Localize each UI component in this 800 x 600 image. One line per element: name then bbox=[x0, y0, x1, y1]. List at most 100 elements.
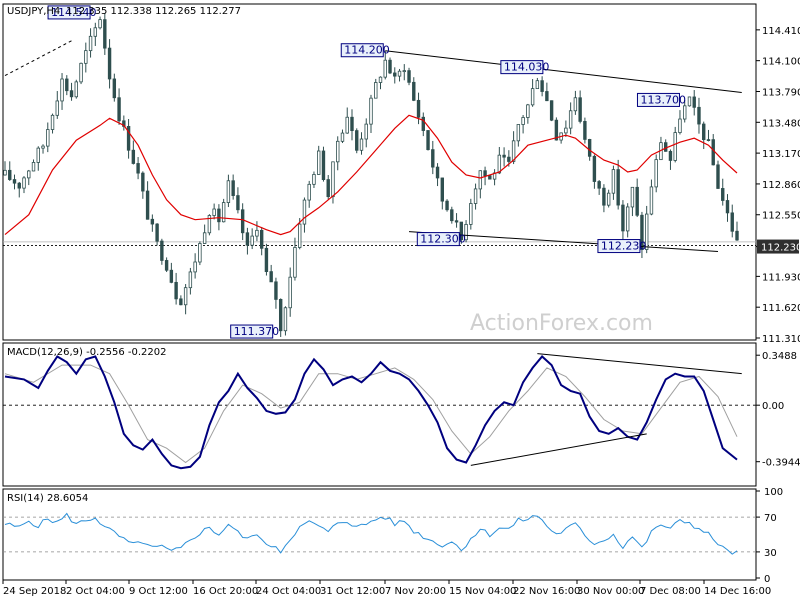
price-callout-box bbox=[597, 239, 641, 254]
candle-body bbox=[336, 140, 340, 163]
candle-body bbox=[664, 142, 668, 152]
candle-body bbox=[540, 80, 544, 92]
candle-body bbox=[117, 97, 121, 122]
candle-body bbox=[27, 170, 31, 179]
candle-body bbox=[440, 177, 444, 202]
candle-body bbox=[488, 175, 492, 180]
candle-body bbox=[521, 117, 525, 125]
candle-body bbox=[41, 145, 45, 149]
macd-tick-label: -0.3944 bbox=[762, 458, 800, 469]
candle-body bbox=[259, 229, 264, 249]
candle-body bbox=[568, 110, 573, 129]
candle-body bbox=[50, 114, 55, 130]
x-tick-label: 2 Oct 04:00 bbox=[66, 586, 125, 597]
price-tick-label: 114.410 bbox=[762, 26, 800, 37]
price-tick-label: 113.480 bbox=[762, 118, 800, 129]
candle-body bbox=[526, 104, 530, 118]
candle-body bbox=[302, 199, 307, 225]
price-callout-box bbox=[636, 92, 680, 107]
candle-body bbox=[36, 147, 40, 163]
watermark: ActionForex.com bbox=[470, 311, 653, 336]
candle-body bbox=[288, 276, 292, 309]
price-callout-box bbox=[230, 324, 274, 339]
candle-body bbox=[103, 19, 107, 49]
x-tick-label: 31 Oct 12:00 bbox=[320, 586, 385, 597]
candle-body bbox=[93, 27, 98, 37]
candle-body bbox=[131, 149, 136, 164]
candle-body bbox=[65, 78, 69, 92]
candle-body bbox=[535, 80, 540, 90]
candle-body bbox=[321, 150, 326, 180]
candle-body bbox=[145, 190, 150, 220]
candle-body bbox=[625, 206, 630, 232]
candle-body bbox=[388, 59, 392, 74]
candle-body bbox=[644, 213, 649, 250]
candle-body bbox=[88, 35, 93, 52]
macd-line bbox=[4, 355, 738, 470]
candle-body bbox=[12, 179, 17, 184]
candle-body bbox=[193, 261, 197, 273]
current-price-label: 112.230 bbox=[761, 243, 800, 254]
candle-body bbox=[207, 215, 212, 234]
candle-body bbox=[245, 232, 250, 246]
candle-body bbox=[326, 179, 330, 198]
candle-body bbox=[236, 195, 240, 211]
candle-body bbox=[511, 140, 516, 162]
candle-body bbox=[345, 116, 349, 134]
candle-body bbox=[274, 281, 278, 300]
candle-body bbox=[198, 243, 202, 263]
candle-body bbox=[112, 78, 117, 99]
candle-body bbox=[8, 169, 12, 180]
candle-body bbox=[416, 99, 421, 118]
price-callout-box bbox=[416, 232, 460, 247]
candle-body bbox=[17, 182, 21, 189]
candle-body bbox=[150, 218, 155, 225]
price-trendline bbox=[4, 40, 72, 77]
candle-body bbox=[516, 124, 521, 142]
candle-body bbox=[298, 223, 302, 248]
candle-body bbox=[359, 138, 364, 151]
axes: 114.410 114.100 113.790 113.480 113.170 112.8… bbox=[2, 26, 800, 597]
candle-body bbox=[640, 214, 644, 250]
candle-body bbox=[231, 180, 235, 196]
candle-body bbox=[583, 120, 587, 140]
candle-body bbox=[179, 298, 183, 306]
candle-body bbox=[725, 200, 730, 214]
macd-label: MACD(12,26,9) -0.2556 -0.2202 bbox=[7, 347, 167, 358]
rsi-plot: RSI(14) 28.6054 bbox=[3, 493, 756, 555]
candle-body bbox=[46, 129, 50, 147]
current-price-box bbox=[757, 239, 799, 254]
candle-body bbox=[369, 97, 373, 125]
candle-body bbox=[687, 96, 692, 107]
candle-body bbox=[383, 59, 387, 78]
price-callout-label: 114.540 bbox=[51, 6, 97, 19]
candle-body bbox=[374, 82, 378, 99]
candle-body bbox=[22, 177, 26, 189]
candle-body bbox=[649, 186, 654, 215]
candle-body bbox=[578, 97, 582, 122]
header-symbol: USDJPY,H4 bbox=[7, 6, 60, 17]
candle-body bbox=[31, 162, 36, 172]
price-callout-box bbox=[340, 43, 384, 58]
x-tick-label: 14 Dec 16:00 bbox=[704, 586, 771, 597]
price-callout-box bbox=[500, 60, 544, 75]
candle-body bbox=[697, 106, 701, 125]
candle-body bbox=[730, 212, 734, 232]
x-tick-label: 30 Nov 00:00 bbox=[577, 586, 644, 597]
candle-body bbox=[340, 132, 345, 142]
price-trendline bbox=[385, 50, 742, 93]
rsi-panel-frame bbox=[2, 488, 757, 581]
candle-body bbox=[502, 154, 506, 158]
x-tick-label: 24 Oct 04:00 bbox=[256, 586, 321, 597]
macd-panel-frame bbox=[2, 342, 757, 487]
candle-body bbox=[692, 96, 696, 108]
candle-body bbox=[188, 271, 193, 289]
candle-body bbox=[735, 230, 739, 241]
macd-trendline bbox=[470, 433, 647, 466]
candle-body bbox=[84, 50, 88, 64]
candle-body bbox=[530, 88, 535, 106]
candle-body bbox=[459, 221, 464, 241]
candle-body bbox=[616, 169, 620, 206]
candle-body bbox=[98, 19, 102, 29]
